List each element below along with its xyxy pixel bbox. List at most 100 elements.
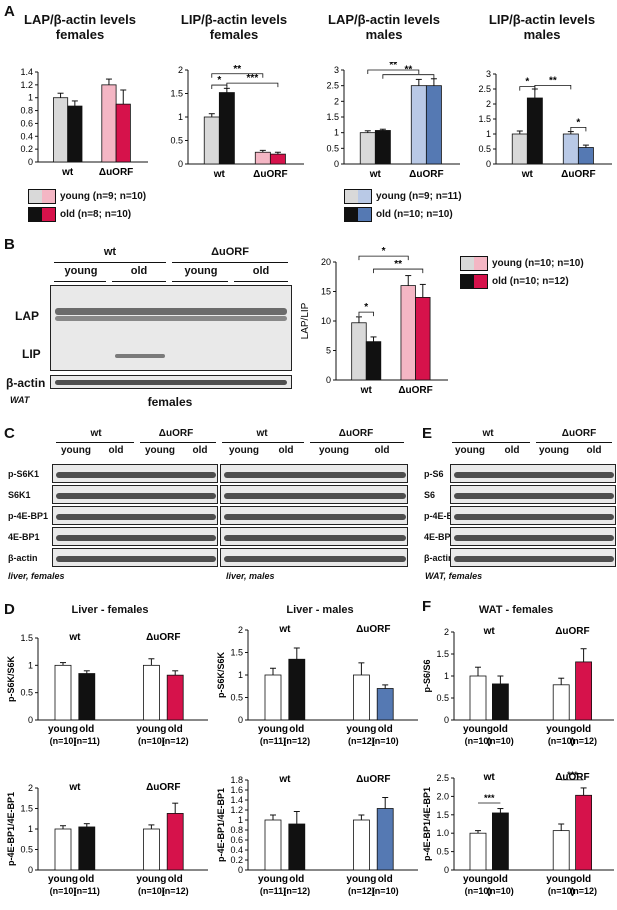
chart-d2-ytick-label: 2 [238, 625, 243, 635]
chart-f1: 00.511.52p-S6/S6young(n=10)old(n=10)youn… [422, 626, 614, 746]
chart-a2-bar [203, 116, 220, 165]
blot-c-band [224, 535, 406, 541]
blot-c-band [56, 472, 216, 478]
blot-c-row-label: p-S6K1 [8, 469, 40, 479]
blot-c-row-label: S6K1 [8, 490, 31, 500]
chart-f1-ytick-label: 1 [444, 671, 449, 681]
chart-f1-xtick-label: old [493, 724, 508, 735]
chart-a1-ytick-label: 1.4 [20, 67, 33, 77]
blot-c-blot-strip [52, 527, 218, 546]
blot-e-blot-strip [450, 506, 616, 525]
chart-d4-ytick-label: 0 [238, 865, 243, 875]
chart-d1-xtick-label: old [79, 724, 94, 735]
blot-band [55, 308, 287, 315]
chart-a3-ytick-label: 2.5 [326, 81, 339, 91]
chart-a3-sig-bracket [382, 74, 435, 79]
chart-b1-ytick-label: 0 [326, 375, 331, 385]
chart-d1-group-label: wt [68, 632, 81, 643]
chart-b1-sig-label: * [364, 302, 368, 313]
chart-d2-ylabel: p-S6K/S6K [216, 651, 226, 698]
chart-a2-ytick-label: 0 [178, 159, 183, 169]
legend-label: young (n=10; n=10) [492, 258, 584, 269]
chart-d4-n-label: (n=12) [283, 886, 310, 896]
chart-b1-bar [415, 297, 431, 381]
chart-a3-ytick-label: 1.5 [326, 112, 339, 122]
blot-e-band [454, 556, 614, 562]
chart-d1-xtick-label: old [168, 724, 183, 735]
chart-title-a4-line2: males [523, 27, 561, 42]
blot-c-blot-strip [220, 548, 408, 567]
legend-label: young (n=9; n=10) [60, 191, 147, 202]
chart-d1-ytick-label: 1 [28, 660, 33, 670]
chart-title-a2-line1: LIP/β-actin levels [180, 12, 288, 27]
chart-a1-ytick-label: 0 [28, 157, 33, 167]
chart-d4-n-label: (n=12) [348, 886, 375, 896]
chart-a4-bar [562, 133, 579, 165]
legend-label: young (n=9; n=11) [376, 191, 462, 202]
chart-d2-bar [288, 658, 306, 721]
swatch-duorf-young [358, 190, 371, 203]
blot-c-old-1: old [108, 445, 124, 456]
blot-b-duorf-header: ΔuORF [211, 246, 249, 258]
blot-c-band [56, 514, 216, 520]
chart-d3-xtick-label: old [168, 874, 183, 885]
chart-f2-bar [552, 830, 570, 871]
legend-a-males-young: young (n=9; n=11) [344, 189, 462, 204]
chart-a2-sig-label: ** [233, 64, 241, 75]
chart-a4-xtick-label: ΔuORF [561, 169, 595, 180]
chart-title-a1: LAP/β-actin levels females [14, 12, 146, 42]
chart-d2-bar [376, 688, 394, 721]
chart-a3-sig-bracket [367, 69, 420, 74]
chart-d3-ytick-label: 1 [28, 824, 33, 834]
blot-c-old-3: old [278, 445, 294, 456]
chart-title-a3: LAP/β-actin levels males [318, 12, 450, 42]
legend-a-females-old: old (n=8; n=10) [28, 207, 131, 222]
chart-a3-xtick-label: wt [369, 169, 382, 180]
chart-f2-xtick-label: young [463, 874, 493, 885]
chart-d4-ytick-label: 1.6 [230, 785, 243, 795]
chart-f2: 00.51.01.52.02.5p-4E-BP1/4E-BP1young(n=1… [422, 770, 614, 896]
legend-label: old (n=8; n=10) [60, 209, 132, 220]
chart-f2-n-label: (n=10) [465, 886, 492, 896]
blot-c-wt-header-m: wt [256, 428, 268, 439]
chart-a4-ytick-label: 2.5 [478, 84, 491, 94]
swatch-duorf-old [42, 208, 55, 221]
blot-c-band [224, 472, 406, 478]
chart-a2-bar [254, 151, 271, 165]
blot-c-row-label: p-4E-BP1 [8, 511, 49, 521]
chart-f1-ytick-label: 2 [444, 627, 449, 637]
chart-f1-ytick-label: 0.5 [436, 693, 449, 703]
blot-b-line [234, 281, 288, 282]
chart-a1-bar [67, 105, 83, 163]
chart-d1-ytick-label: 0 [28, 715, 33, 725]
chart-a4-bar [577, 147, 594, 165]
chart-a2-xtick-label: wt [213, 169, 226, 180]
blot-e-young-1: young [455, 445, 485, 456]
blot-b-wt-header: wt [103, 246, 117, 258]
chart-f2-ylabel: p-4E-BP1/4E-BP1 [422, 787, 432, 861]
chart-a4-ytick-label: 3 [486, 69, 491, 79]
chart-d4-xtick-label: old [378, 874, 393, 885]
chart-d3-ytick-label: 0.5 [20, 845, 33, 855]
chart-d1-bar [166, 674, 184, 721]
blot-b-duorf-line [172, 262, 288, 263]
blot-e-old-1: old [504, 445, 520, 456]
panel-label-a: A [4, 3, 15, 20]
blot-e-row-label: p-S6 [424, 469, 444, 479]
chart-b1-sig-bracket [358, 311, 374, 317]
chart-a1-bar [115, 103, 131, 163]
chart-d4-ytick-label: 1.4 [230, 795, 243, 805]
chart-a1-ytick-label: 0.6 [20, 118, 33, 128]
chart-d4-xtick-label: young [346, 874, 376, 885]
chart-d4-bar [288, 823, 306, 871]
chart-d3-ytick-label: 2 [28, 783, 33, 793]
chart-d4-bar [352, 819, 370, 871]
panel-label-e: E [422, 425, 433, 442]
blot-b-sex: females [147, 395, 193, 409]
chart-d2-xtick-label: old [378, 724, 393, 735]
chart-f1-xtick-label: young [463, 724, 493, 735]
blot-band [115, 354, 165, 358]
chart-f2-sig-label: *** [484, 793, 495, 803]
